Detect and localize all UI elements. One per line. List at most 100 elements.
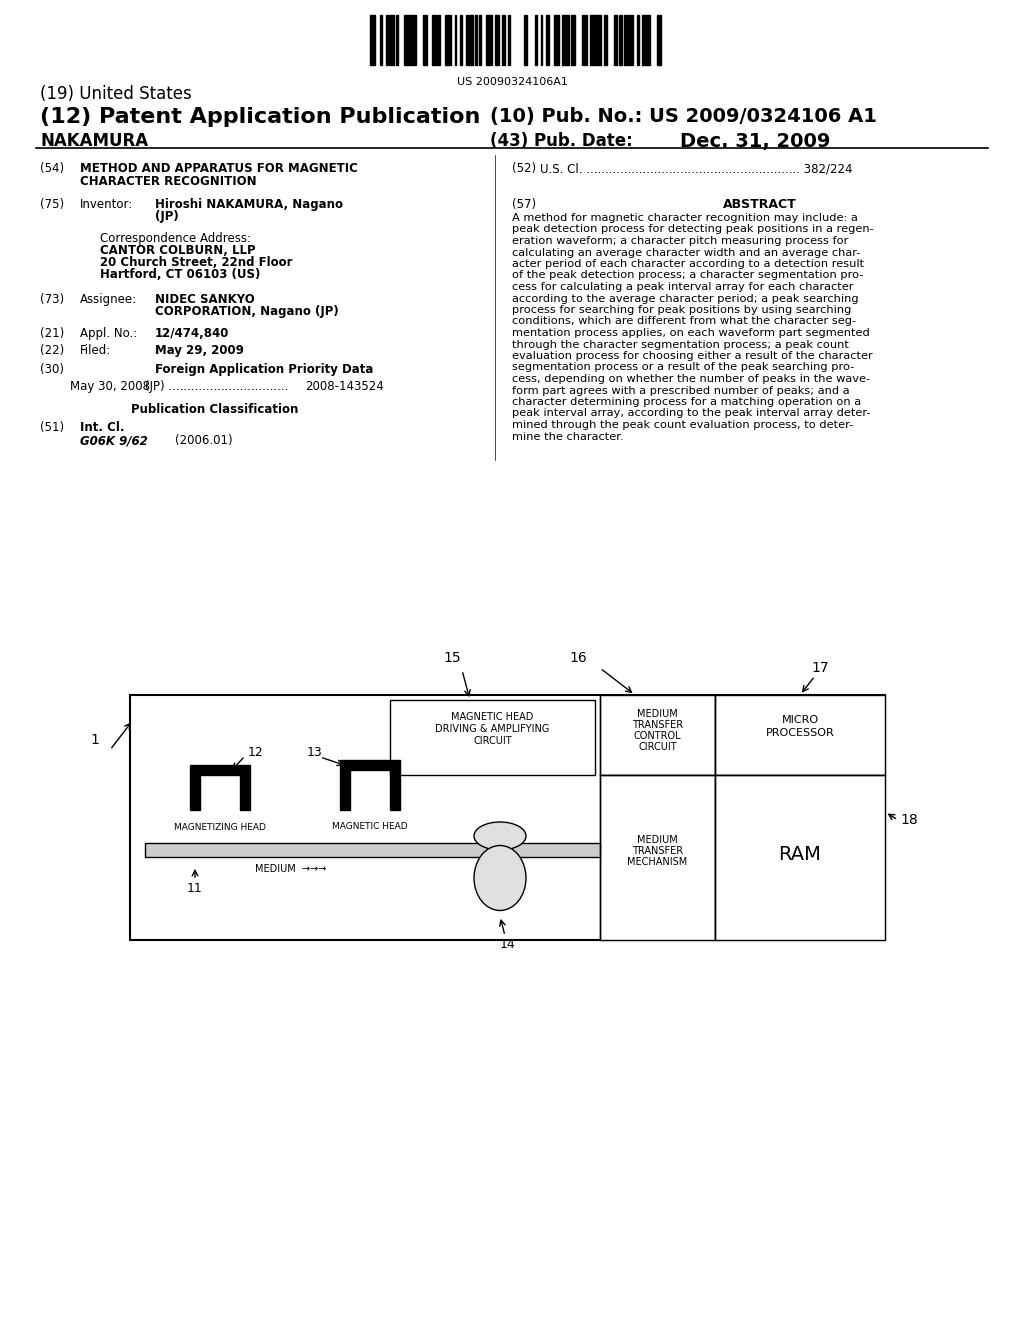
Bar: [370, 15, 373, 65]
Text: May 30, 2008: May 30, 2008: [70, 380, 150, 393]
Text: mine the character.: mine the character.: [512, 432, 624, 441]
Bar: [373, 15, 375, 65]
Text: Hartford, CT 06103 (US): Hartford, CT 06103 (US): [100, 268, 260, 281]
Text: Int. Cl.: Int. Cl.: [80, 421, 125, 434]
Text: 13: 13: [307, 747, 323, 759]
Text: evaluation process for choosing either a result of the character: evaluation process for choosing either a…: [512, 351, 872, 360]
Text: of the peak detection process; a character segmentation pro-: of the peak detection process; a charact…: [512, 271, 863, 281]
Text: peak detection process for detecting peak positions in a regen-: peak detection process for detecting pea…: [512, 224, 873, 235]
Text: (2006.01): (2006.01): [175, 434, 232, 447]
Text: 18: 18: [900, 813, 918, 828]
Bar: [396, 15, 398, 65]
Bar: [340, 770, 350, 810]
Text: Inventor:: Inventor:: [80, 198, 133, 211]
Bar: [240, 775, 250, 810]
Text: CONTROL: CONTROL: [634, 731, 681, 741]
Text: MEDIUM: MEDIUM: [637, 836, 678, 845]
Bar: [630, 15, 633, 65]
Bar: [392, 15, 393, 65]
Text: Dec. 31, 2009: Dec. 31, 2009: [680, 132, 830, 150]
Text: through the character segmentation process; a peak count: through the character segmentation proce…: [512, 339, 849, 350]
Text: US 20090324106A1: US 20090324106A1: [457, 77, 567, 87]
Text: Assignee:: Assignee:: [80, 293, 137, 306]
Bar: [432, 15, 433, 65]
Bar: [390, 700, 595, 775]
Text: 1: 1: [90, 733, 99, 747]
Bar: [597, 15, 599, 65]
Bar: [413, 15, 416, 65]
Bar: [600, 775, 715, 940]
Text: DRIVING & AMPLIFYING: DRIVING & AMPLIFYING: [435, 723, 550, 734]
Text: MAGNETIC HEAD: MAGNETIC HEAD: [332, 822, 408, 832]
Text: 14: 14: [500, 939, 516, 950]
Text: 12/474,840: 12/474,840: [155, 327, 229, 341]
Bar: [567, 15, 569, 65]
Bar: [409, 15, 412, 65]
Text: G06K 9/62: G06K 9/62: [80, 434, 147, 447]
Bar: [624, 15, 627, 65]
Text: (57): (57): [512, 198, 537, 211]
Bar: [475, 15, 477, 65]
Bar: [438, 15, 439, 65]
Text: 11: 11: [187, 882, 203, 895]
Text: cess for calculating a peak interval array for each character: cess for calculating a peak interval arr…: [512, 282, 853, 292]
Bar: [404, 15, 407, 65]
Text: acter period of each character according to a detection result: acter period of each character according…: [512, 259, 864, 269]
Bar: [445, 15, 446, 65]
Bar: [468, 15, 471, 65]
Text: NIDEC SANKYO: NIDEC SANKYO: [155, 293, 255, 306]
Bar: [433, 15, 436, 65]
Bar: [637, 15, 639, 65]
Bar: [658, 15, 659, 65]
Text: PROCESSOR: PROCESSOR: [766, 729, 835, 738]
Ellipse shape: [474, 846, 526, 911]
Bar: [573, 15, 575, 65]
Bar: [644, 15, 647, 65]
Text: MEDIUM: MEDIUM: [637, 709, 678, 719]
Bar: [471, 15, 473, 65]
Bar: [386, 15, 387, 65]
Bar: [478, 15, 480, 65]
Bar: [605, 15, 607, 65]
Text: MEDIUM  →→→: MEDIUM →→→: [255, 865, 327, 874]
Text: 17: 17: [811, 661, 828, 675]
Text: Publication Classification: Publication Classification: [131, 403, 299, 416]
Text: ABSTRACT: ABSTRACT: [723, 198, 797, 211]
Bar: [190, 775, 200, 810]
Text: eration waveform; a character pitch measuring process for: eration waveform; a character pitch meas…: [512, 236, 848, 246]
Text: Hiroshi NAKAMURA, Nagano: Hiroshi NAKAMURA, Nagano: [155, 198, 343, 211]
Text: CANTOR COLBURN, LLP: CANTOR COLBURN, LLP: [100, 244, 256, 257]
Bar: [546, 15, 548, 65]
Bar: [554, 15, 556, 65]
Bar: [603, 15, 605, 65]
Text: mined through the peak count evaluation process, to deter-: mined through the peak count evaluation …: [512, 420, 853, 430]
Bar: [407, 15, 409, 65]
Bar: [425, 15, 427, 65]
Text: cess, depending on whether the number of peaks in the wave-: cess, depending on whether the number of…: [512, 374, 870, 384]
Bar: [190, 766, 250, 775]
Bar: [600, 696, 715, 775]
Bar: [535, 15, 537, 65]
Bar: [340, 760, 400, 770]
Text: CHARACTER RECOGNITION: CHARACTER RECOGNITION: [80, 176, 257, 187]
Bar: [642, 15, 644, 65]
Bar: [380, 15, 382, 65]
Text: TRANSFER: TRANSFER: [632, 846, 683, 855]
Bar: [613, 15, 615, 65]
Bar: [486, 15, 488, 65]
Text: MAGNETIC HEAD: MAGNETIC HEAD: [452, 711, 534, 722]
Text: 12: 12: [248, 746, 264, 759]
Bar: [548, 15, 549, 65]
Text: TRANSFER: TRANSFER: [632, 719, 683, 730]
Text: CIRCUIT: CIRCUIT: [473, 737, 512, 746]
Text: (51): (51): [40, 421, 65, 434]
Text: Appl. No.:: Appl. No.:: [80, 327, 137, 341]
Text: form part agrees with a prescribed number of peaks; and a: form part agrees with a prescribed numbe…: [512, 385, 850, 396]
Bar: [571, 15, 573, 65]
Text: mentation process applies, on each waveform part segmented: mentation process applies, on each wavef…: [512, 327, 869, 338]
Bar: [656, 15, 658, 65]
Bar: [561, 15, 564, 65]
Text: (19) United States: (19) United States: [40, 84, 191, 103]
Text: 16: 16: [569, 651, 587, 665]
Bar: [564, 15, 567, 65]
